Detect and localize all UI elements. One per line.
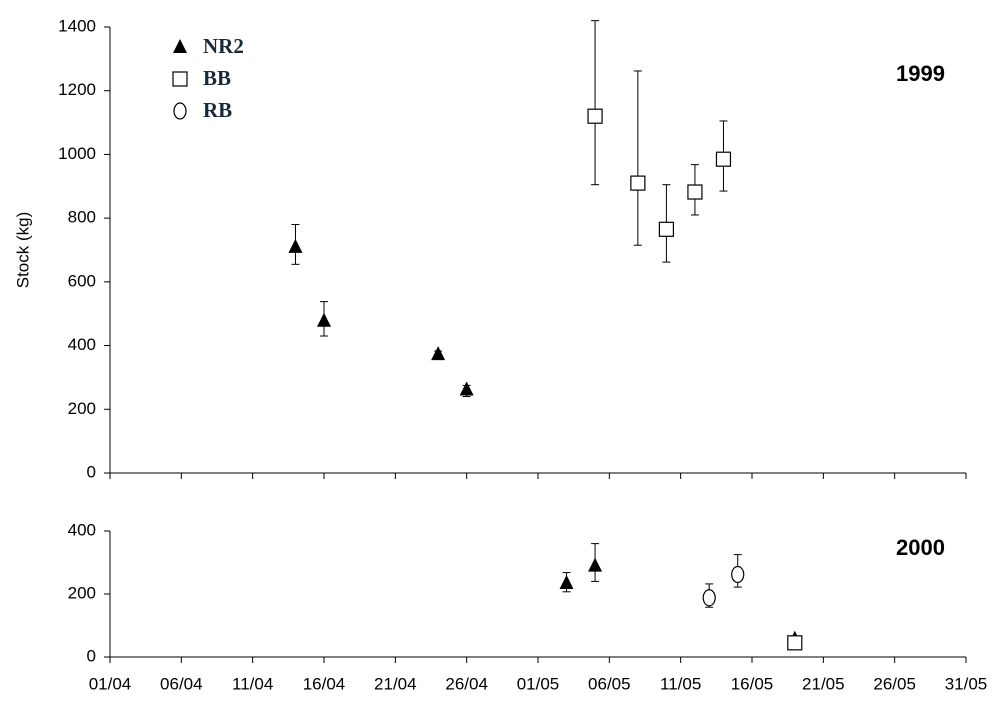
legend-label: RB [203,98,232,122]
y-axis-title: Stock (kg) [13,212,32,289]
legend-entry: BB [172,66,231,90]
y-tick-label: 600 [68,271,96,290]
point [630,175,646,191]
annotation: 1999 [896,61,945,86]
legend-marker [172,71,188,87]
x-tick-label: 01/04 [89,674,132,693]
y-tick-label: 400 [68,520,96,539]
legend-entry: RB [173,98,232,122]
x-tick-label: 21/04 [374,674,417,693]
x-tick-label: 11/04 [232,674,273,693]
legend-marker [173,102,187,120]
x-tick-label: 01/05 [517,674,560,693]
y-tick-label: 0 [87,646,96,665]
y-tick-label: 200 [68,583,96,602]
point [288,238,303,253]
y-tick-label: 200 [68,399,96,418]
legend-label: BB [203,66,231,90]
point [559,574,574,589]
y-tick-label: 400 [68,335,96,354]
x-tick-label: 06/04 [160,674,203,693]
x-tick-label: 26/04 [445,674,488,693]
point [587,108,603,124]
x-tick-label: 16/04 [303,674,346,693]
x-tick-label: 31/05 [945,674,988,693]
annotation: 2000 [896,535,945,560]
x-tick-label: 21/05 [802,674,845,693]
point [317,312,331,327]
x-tick-label: 11/05 [660,674,701,693]
point [787,635,803,651]
point [459,381,474,396]
y-tick-label: 1000 [58,144,96,163]
x-tick-label: 16/05 [731,674,774,693]
legend-entry: NR2 [173,34,244,58]
legend-marker [173,39,187,53]
point [702,589,716,607]
point [687,184,703,200]
point [658,221,675,237]
y-tick-label: 800 [68,208,96,227]
y-tick-label: 1400 [58,16,96,35]
x-tick-label: 26/05 [873,674,916,693]
legend-label: NR2 [203,34,244,58]
point [431,346,446,361]
point [588,557,603,572]
point [715,151,732,167]
y-tick-label: 0 [87,462,96,481]
point [731,565,745,584]
x-tick-label: 06/05 [588,674,631,693]
y-tick-label: 1200 [58,80,96,99]
